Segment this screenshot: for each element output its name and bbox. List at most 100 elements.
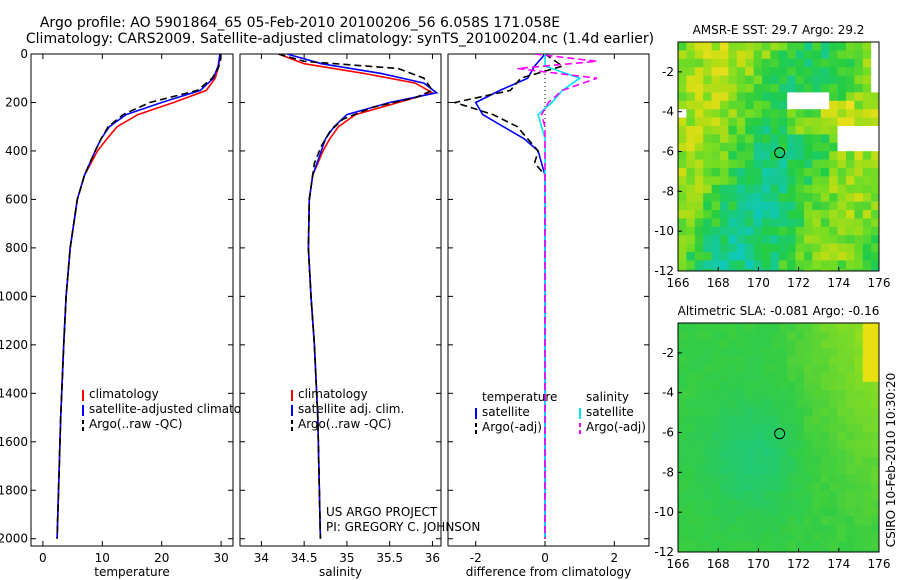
sla_map-cell — [837, 423, 847, 433]
sla_map-cell — [678, 365, 687, 374]
sst_map-cell — [694, 210, 704, 219]
sst_map-cell — [837, 58, 847, 68]
sst_map-cell — [720, 210, 729, 219]
sst_map-cell — [745, 252, 754, 261]
sst_map-cell — [846, 210, 855, 219]
sla_map-cell — [728, 491, 738, 500]
sst_map-cell — [846, 50, 855, 60]
sla_map-cell — [678, 440, 687, 450]
sla_map-cell — [812, 499, 822, 509]
sla_map-cell — [820, 465, 830, 475]
sla_map-cell — [862, 373, 872, 383]
sla_map-cell — [762, 390, 771, 399]
sst_map-cell — [778, 176, 788, 186]
sla_map-cell — [778, 323, 788, 332]
sst_map-cell — [762, 50, 771, 60]
sla_map-cell — [728, 499, 738, 509]
sst_map-cell — [787, 193, 796, 202]
sst_map-cell — [736, 84, 746, 93]
sla_map-cell — [770, 348, 780, 357]
sst_map-cell — [770, 235, 780, 244]
sla_map-cell — [795, 407, 805, 416]
sst_map-cell — [862, 218, 872, 228]
sla_map-cell — [703, 474, 712, 483]
sst_map-cell — [862, 142, 872, 152]
sla_map-cell — [812, 323, 822, 332]
sla_map-cell — [787, 491, 796, 500]
sst_map-cell — [795, 226, 805, 236]
sla_map-cell — [686, 440, 696, 450]
sla_map-cell — [720, 407, 729, 416]
sst_map-cell — [711, 117, 721, 127]
sst_map-cell — [820, 50, 830, 60]
sla_map-cell — [762, 381, 771, 391]
sla_map-cell — [762, 407, 771, 416]
sst_map-cell — [728, 184, 738, 194]
sst_map-cell — [753, 151, 763, 160]
sst_map-cell — [846, 42, 855, 51]
sst_map-cell — [787, 184, 796, 194]
sla_map-cell — [762, 533, 771, 542]
sst_map-cell — [753, 226, 763, 236]
sst_map-cell — [703, 92, 712, 102]
sst_map-cell — [694, 84, 704, 93]
sla_map-cell — [854, 516, 864, 525]
sst_map-cell — [686, 92, 696, 102]
sst_map-cell — [720, 235, 729, 244]
sst_map-cell — [854, 126, 864, 135]
sla_map-cell — [694, 482, 704, 492]
sla_map-cell — [837, 474, 847, 483]
sst_map-cell — [720, 193, 729, 202]
sst_map-cell — [728, 84, 738, 93]
sla_map-cell — [787, 415, 796, 425]
sla_map-cell — [711, 323, 721, 332]
sla_map-cell — [795, 381, 805, 391]
sst_map-cell — [829, 126, 838, 135]
sla_map-cell — [753, 524, 763, 534]
sst_map-cell — [854, 268, 864, 272]
sst_map-cell — [871, 151, 880, 160]
sla_map-cell — [736, 381, 746, 391]
sla_map-cell — [728, 533, 738, 542]
sla_map-cell — [829, 482, 838, 492]
sla_map-cell — [829, 541, 838, 551]
sla_map-cell — [846, 407, 855, 416]
sla_map-cell — [854, 457, 864, 467]
sla_map-cell — [787, 432, 796, 441]
sla_map-cell — [745, 499, 754, 509]
sst_map-cell — [778, 268, 788, 272]
sla_map-cell — [703, 423, 712, 433]
sst_map-cell — [862, 67, 872, 76]
sla_map-cell — [728, 549, 738, 553]
sst_map-cell — [837, 168, 847, 177]
sla_map-cell — [720, 457, 729, 467]
sla_map-cell — [678, 348, 687, 357]
sst_map-cell — [694, 92, 704, 102]
sla_map-cell — [728, 423, 738, 433]
sla_map-cell — [762, 373, 771, 383]
sst_map-cell — [846, 260, 855, 270]
sla_map-cell — [728, 390, 738, 399]
sla_map-cell — [770, 432, 780, 441]
sla_map-cell — [787, 516, 796, 525]
sst_map-cell — [787, 268, 796, 272]
sla_map-cell — [770, 507, 780, 517]
sst_map-cell — [871, 159, 880, 169]
sla_map-cell — [753, 390, 763, 399]
sst_map-cell — [728, 67, 738, 76]
sla_map-cell — [862, 499, 872, 509]
sla_map-cell — [720, 373, 729, 383]
sla_map-cell — [846, 507, 855, 517]
sla_map-cell — [694, 516, 704, 525]
sst_map-cell — [711, 58, 721, 68]
depth-tick-label: 0 — [20, 47, 28, 61]
sst_map-cell — [745, 42, 754, 51]
sla_map-cell — [762, 524, 771, 534]
sst_map-cell — [829, 252, 838, 261]
sst_map-cell — [745, 134, 754, 144]
sla_map-cell — [770, 381, 780, 391]
temperature-xtick-label: 0 — [39, 551, 47, 565]
sst_map-cell — [711, 100, 721, 110]
sst_map-cell — [812, 42, 822, 51]
sla_map-cell — [787, 541, 796, 551]
